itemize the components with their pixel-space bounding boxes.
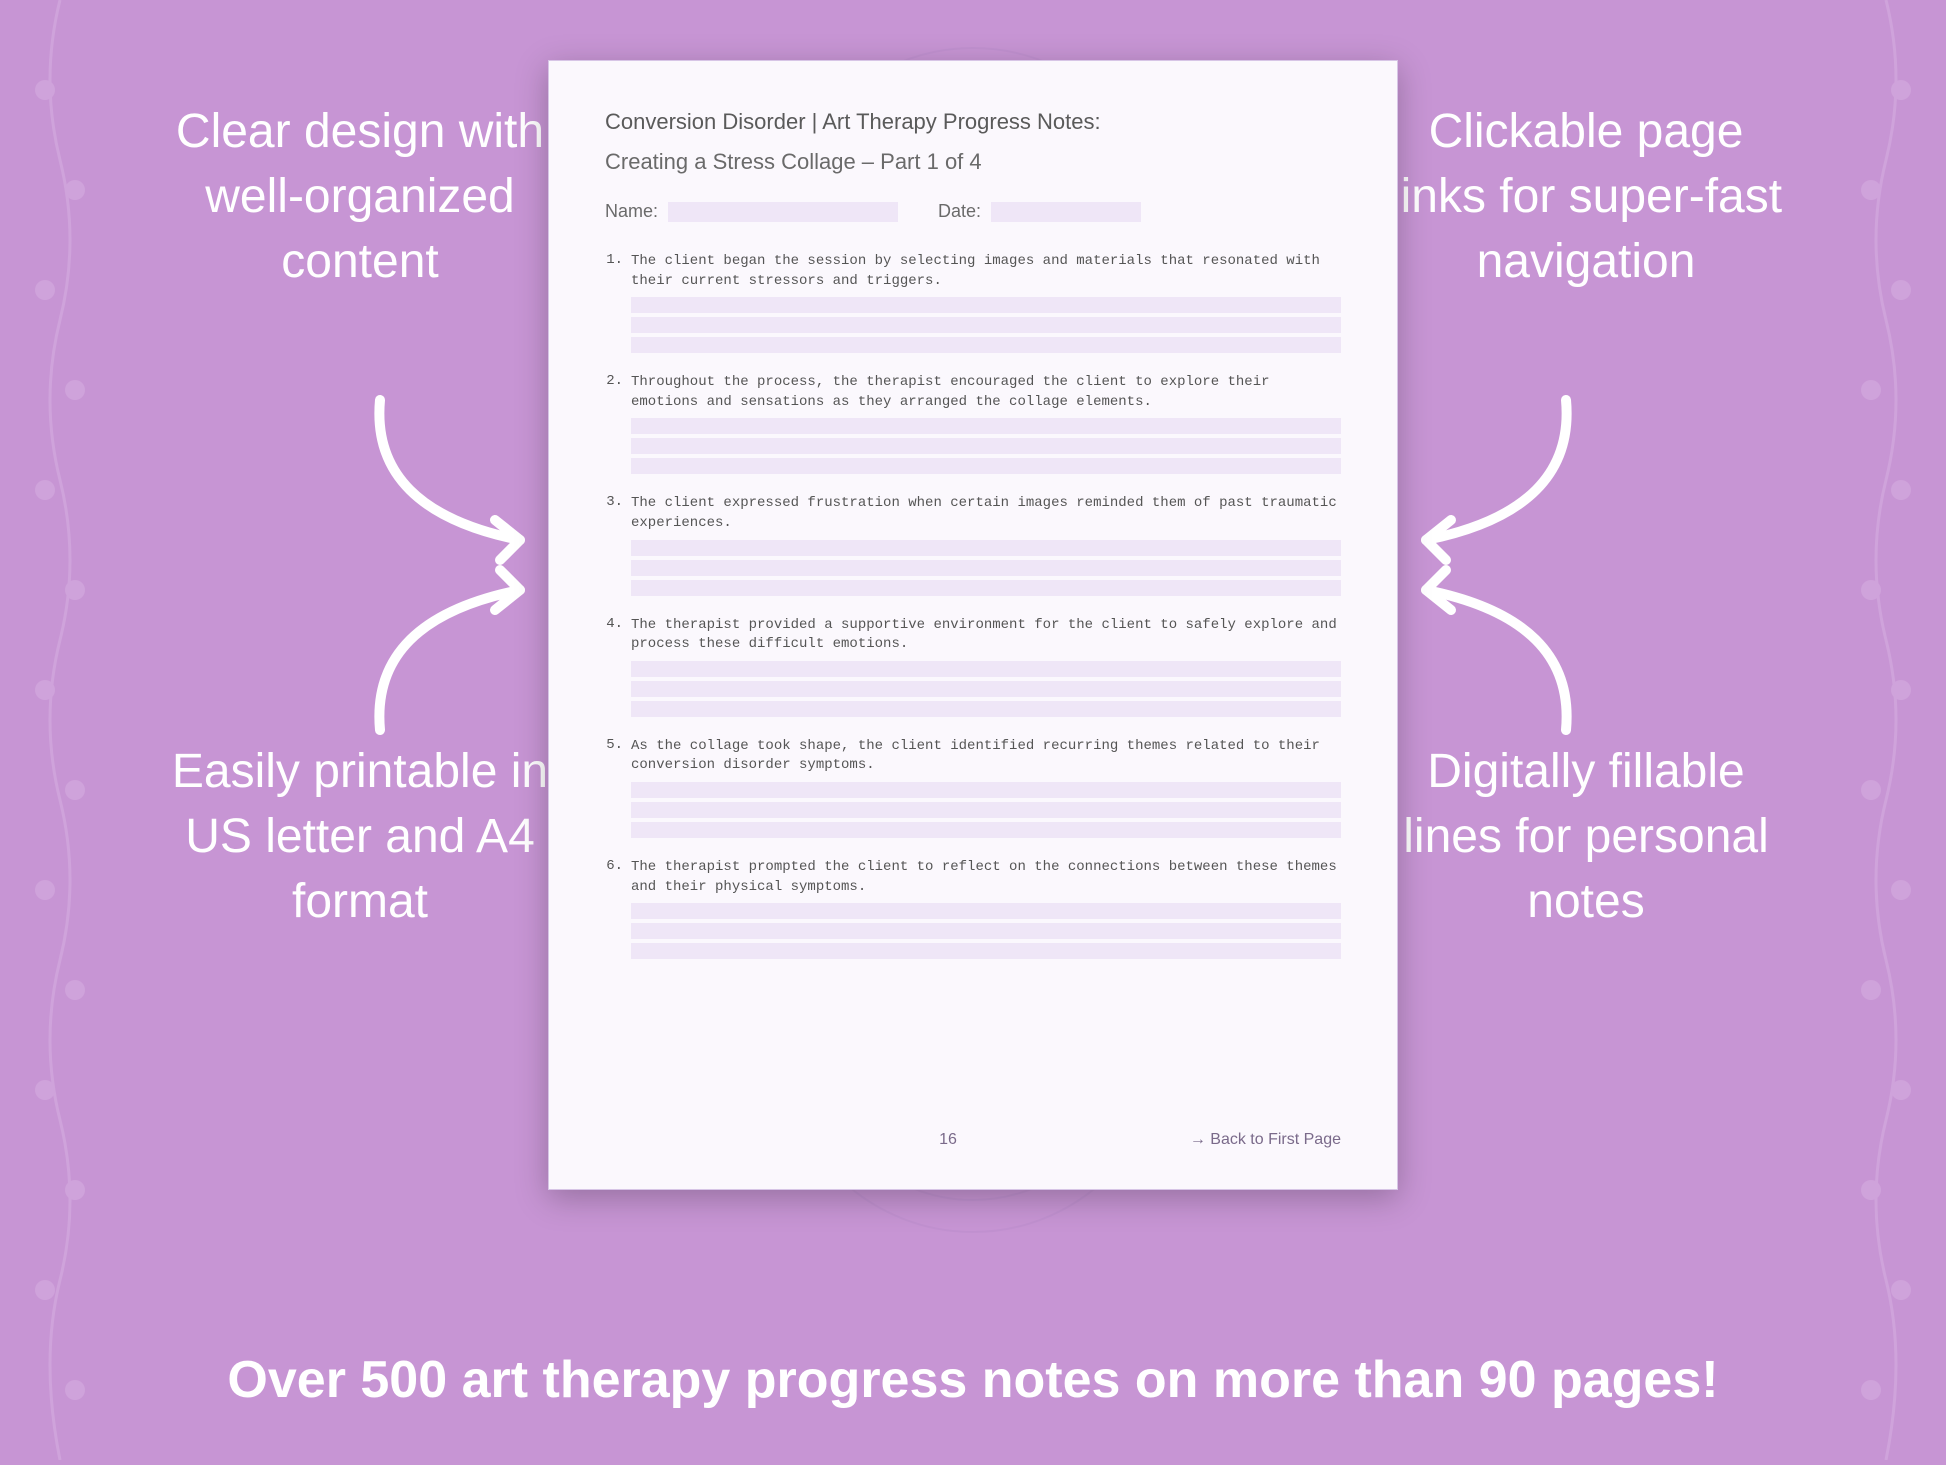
date-label: Date:: [938, 201, 981, 222]
floral-decoration-left: [0, 0, 120, 1460]
fill-line[interactable]: [631, 580, 1341, 596]
callout-bottom-left: Easily printable in US letter and A4 for…: [150, 740, 570, 934]
note-text: The client began the session by selectin…: [631, 252, 1341, 291]
fill-line[interactable]: [631, 560, 1341, 576]
meta-row: Name: Date:: [605, 201, 1341, 222]
fill-lines: [631, 418, 1341, 474]
page-number: 16: [755, 1131, 1141, 1149]
fill-line[interactable]: [631, 943, 1341, 959]
fill-line[interactable]: [631, 458, 1341, 474]
name-input-blank[interactable]: [668, 202, 898, 222]
note-text: Throughout the process, the therapist en…: [631, 373, 1341, 412]
date-field: Date:: [938, 201, 1141, 222]
note-body: The client began the session by selectin…: [631, 252, 1341, 353]
note-body: Throughout the process, the therapist en…: [631, 373, 1341, 474]
fill-line[interactable]: [631, 337, 1341, 353]
note-text: The client expressed frustration when ce…: [631, 494, 1341, 533]
note-body: The therapist prompted the client to ref…: [631, 858, 1341, 959]
note-body: As the collage took shape, the client id…: [631, 737, 1341, 838]
note-item: 6.The therapist prompted the client to r…: [605, 858, 1341, 959]
note-text: The therapist prompted the client to ref…: [631, 858, 1341, 897]
fill-lines: [631, 903, 1341, 959]
callout-bottom-right: Digitally fillable lines for personal no…: [1376, 740, 1796, 934]
fill-line[interactable]: [631, 822, 1341, 838]
arrow-top-right-icon: [1396, 370, 1596, 570]
fill-line[interactable]: [631, 438, 1341, 454]
fill-line[interactable]: [631, 540, 1341, 556]
note-item: 3.The client expressed frustration when …: [605, 494, 1341, 595]
callout-top-right: Clickable page links for super-fast navi…: [1376, 100, 1796, 294]
fill-lines: [631, 540, 1341, 596]
fill-line[interactable]: [631, 782, 1341, 798]
document-page: Conversion Disorder | Art Therapy Progre…: [548, 60, 1398, 1190]
tagline: Over 500 art therapy progress notes on m…: [0, 1350, 1946, 1410]
name-label: Name:: [605, 201, 658, 222]
fill-lines: [631, 297, 1341, 353]
note-item: 4.The therapist provided a supportive en…: [605, 616, 1341, 717]
arrow-bottom-left-icon: [350, 560, 550, 760]
fill-line[interactable]: [631, 701, 1341, 717]
page-title-line2: Creating a Stress Collage – Part 1 of 4: [605, 149, 1341, 175]
note-body: The client expressed frustration when ce…: [631, 494, 1341, 595]
note-item: 2.Throughout the process, the therapist …: [605, 373, 1341, 474]
page-title-line1: Conversion Disorder | Art Therapy Progre…: [605, 109, 1341, 135]
name-field: Name:: [605, 201, 898, 222]
note-body: The therapist provided a supportive envi…: [631, 616, 1341, 717]
note-number: 1.: [605, 252, 623, 353]
note-text: As the collage took shape, the client id…: [631, 737, 1341, 776]
fill-line[interactable]: [631, 681, 1341, 697]
fill-line[interactable]: [631, 802, 1341, 818]
fill-lines: [631, 661, 1341, 717]
note-number: 3.: [605, 494, 623, 595]
fill-line[interactable]: [631, 903, 1341, 919]
notes-list: 1.The client began the session by select…: [605, 252, 1341, 1111]
fill-lines: [631, 782, 1341, 838]
fill-line[interactable]: [631, 418, 1341, 434]
page-header: Conversion Disorder | Art Therapy Progre…: [605, 109, 1341, 201]
arrow-top-left-icon: [350, 370, 550, 570]
date-input-blank[interactable]: [991, 202, 1141, 222]
back-to-first-page-link[interactable]: → Back to First Page: [1141, 1131, 1341, 1149]
note-item: 1.The client began the session by select…: [605, 252, 1341, 353]
note-item: 5.As the collage took shape, the client …: [605, 737, 1341, 838]
fill-line[interactable]: [631, 317, 1341, 333]
fill-line[interactable]: [631, 923, 1341, 939]
page-footer: 16 → Back to First Page: [605, 1131, 1341, 1149]
note-number: 4.: [605, 616, 623, 717]
fill-line[interactable]: [631, 661, 1341, 677]
fill-line[interactable]: [631, 297, 1341, 313]
note-number: 5.: [605, 737, 623, 838]
callout-top-left: Clear design with well-organized content: [150, 100, 570, 294]
note-number: 6.: [605, 858, 623, 959]
note-text: The therapist provided a supportive envi…: [631, 616, 1341, 655]
floral-decoration-right: [1826, 0, 1946, 1460]
arrow-bottom-right-icon: [1396, 560, 1596, 760]
note-number: 2.: [605, 373, 623, 474]
